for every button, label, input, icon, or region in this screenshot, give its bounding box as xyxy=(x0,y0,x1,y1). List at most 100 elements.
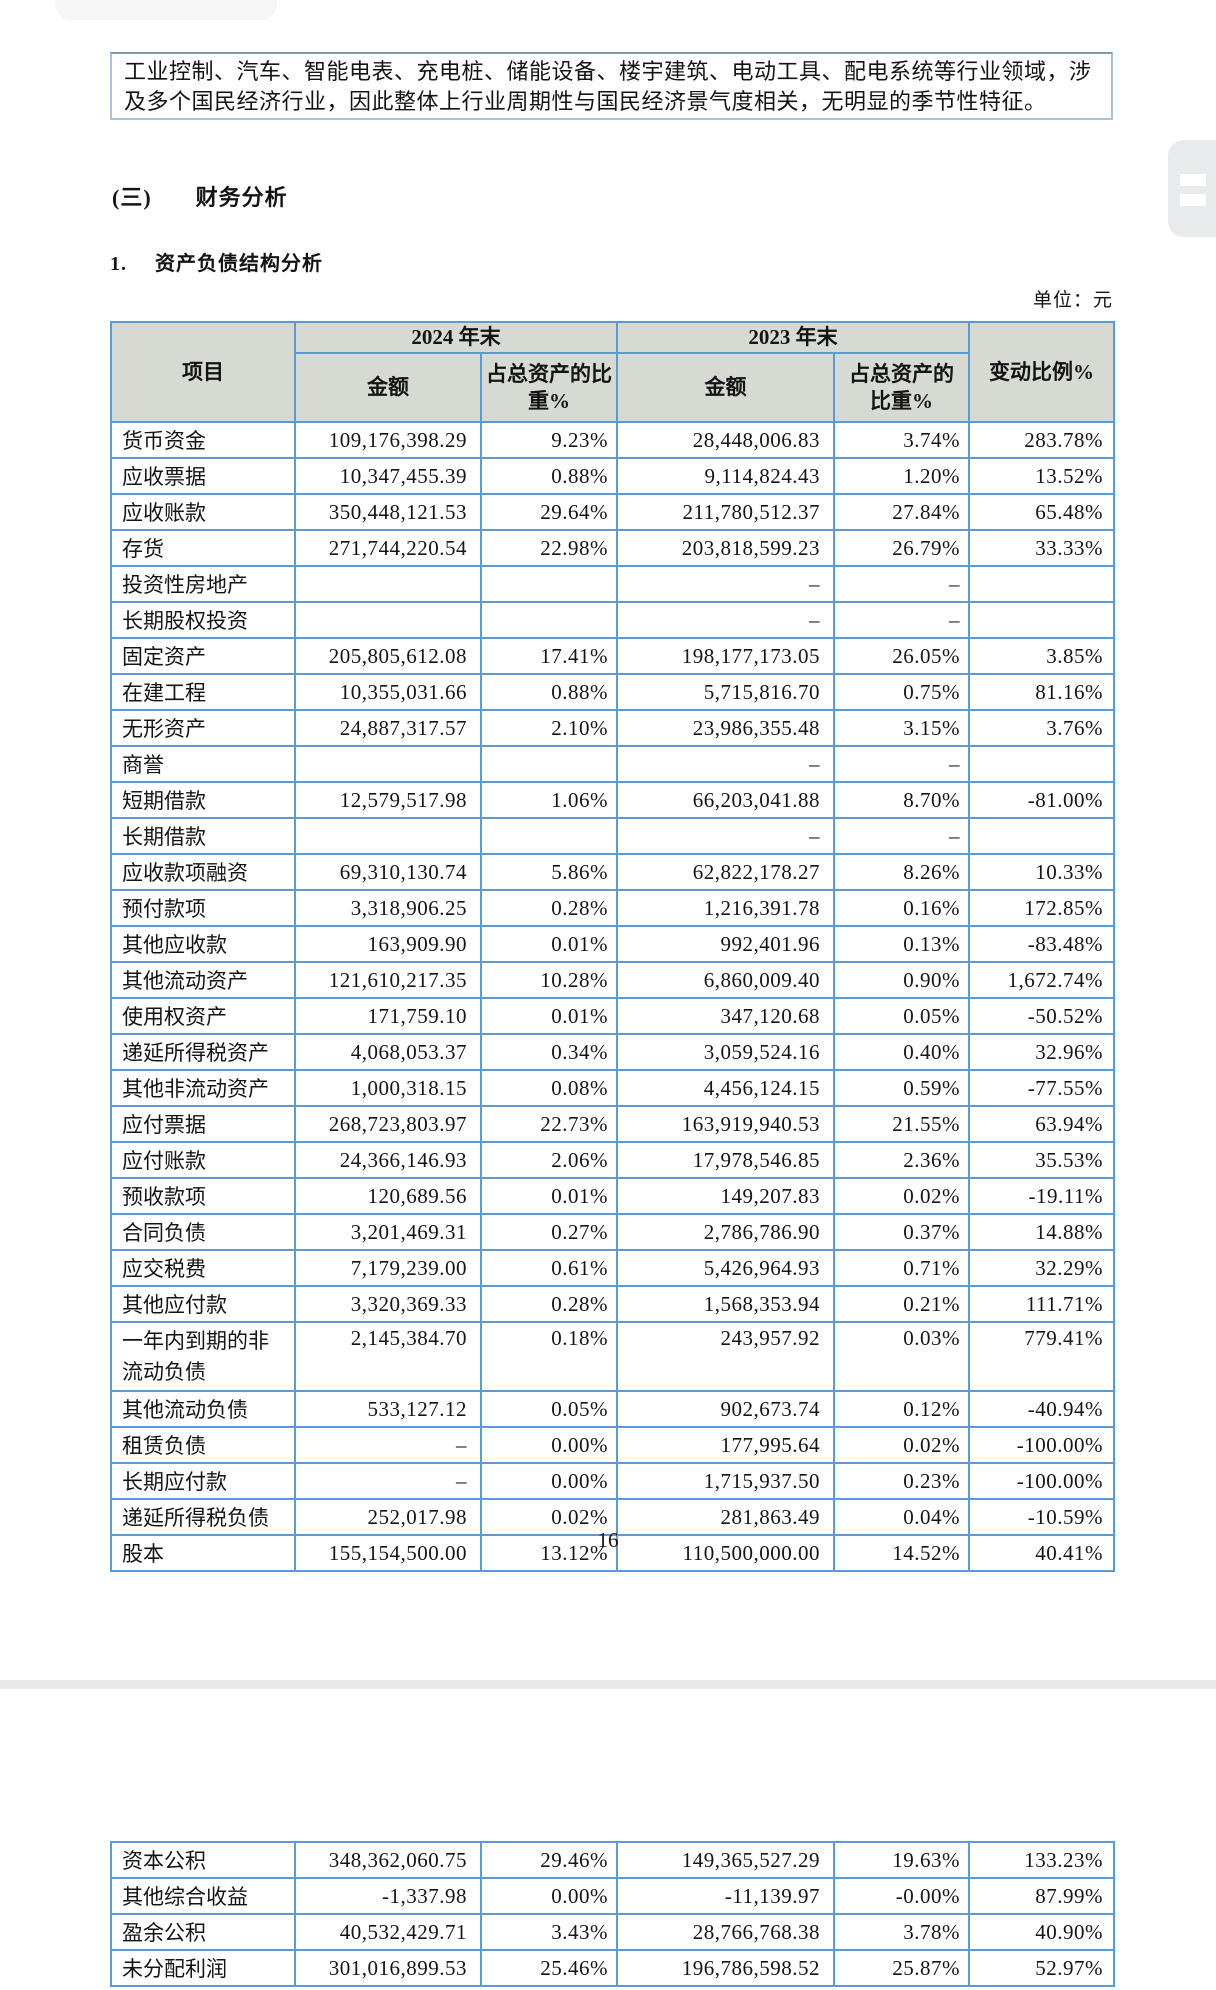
cell-change: 3.85% xyxy=(968,637,1115,675)
cell-amount-2023: 17,978,546.85 xyxy=(616,1141,835,1179)
table-row: 其他非流动资产 1,000,318.15 0.08% 4,456,124.15 … xyxy=(110,1069,1115,1107)
cell-ratio-2024: 0.88% xyxy=(480,673,618,711)
cell-change: 33.33% xyxy=(968,529,1115,567)
cell-ratio-2024 xyxy=(480,601,618,639)
cell-change xyxy=(968,565,1115,603)
unit-label: 单位：元 xyxy=(1032,290,1113,311)
row-label: 应付账款 xyxy=(110,1141,296,1179)
cell-change: -19.11% xyxy=(968,1177,1115,1215)
section-heading-number: (三) xyxy=(112,185,152,210)
cell-ratio-2023: 0.02% xyxy=(833,1426,970,1464)
cell-amount-2024: 205,805,612.08 xyxy=(294,637,482,675)
cell-ratio-2023: 19.63% xyxy=(833,1841,970,1879)
balance-sheet-body: 货币资金 109,176,398.29 9.23% 28,448,006.83 … xyxy=(110,421,1115,1572)
table-row: 其他流动负债 533,127.12 0.05% 902,673.74 0.12%… xyxy=(110,1390,1115,1428)
cell-amount-2024: 12,579,517.98 xyxy=(294,781,482,819)
cell-amount-2023: 163,919,940.53 xyxy=(616,1105,835,1143)
table-row: 短期借款 12,579,517.98 1.06% 66,203,041.88 8… xyxy=(110,781,1115,819)
cell-ratio-2023: 0.03% xyxy=(833,1321,970,1392)
table-row: 使用权资产 171,759.10 0.01% 347,120.68 0.05% … xyxy=(110,997,1115,1035)
cell-amount-2023: 5,715,816.70 xyxy=(616,673,835,711)
cell-change: 32.29% xyxy=(968,1249,1115,1287)
cell-change: 40.41% xyxy=(968,1534,1115,1572)
table-row: 应收账款 350,448,121.53 29.64% 211,780,512.3… xyxy=(110,493,1115,531)
equity-table-body: 资本公积 348,362,060.75 29.46% 149,365,527.2… xyxy=(110,1841,1115,1987)
page-number: 16 xyxy=(597,1528,619,1552)
table-row: 长期应付款 – 0.00% 1,715,937.50 0.23% -100.00… xyxy=(110,1462,1115,1500)
cell-amount-2023: 196,786,598.52 xyxy=(616,1949,835,1987)
cell-change: 35.53% xyxy=(968,1141,1115,1179)
cell-amount-2024: 10,355,031.66 xyxy=(294,673,482,711)
row-label: 长期借款 xyxy=(110,817,296,855)
cell-amount-2024: 3,201,469.31 xyxy=(294,1213,482,1251)
cell-amount-2024: 69,310,130.74 xyxy=(294,853,482,891)
row-label: 使用权资产 xyxy=(110,997,296,1035)
cell-change: 40.90% xyxy=(968,1913,1115,1951)
cell-ratio-2024: 0.05% xyxy=(480,1390,618,1428)
cell-ratio-2023: 8.70% xyxy=(833,781,970,819)
cell-ratio-2024: 0.88% xyxy=(480,457,618,495)
cell-change: 81.16% xyxy=(968,673,1115,711)
cell-change: -10.59% xyxy=(968,1498,1115,1536)
cell-ratio-2023: 0.75% xyxy=(833,673,970,711)
intro-paragraph-text: 工业控制、汽车、智能电表、充电桩、储能设备、楼宇建筑、电动工具、配电系统等行业领… xyxy=(124,59,1092,114)
cell-ratio-2023: 0.59% xyxy=(833,1069,970,1107)
cell-ratio-2023: 0.23% xyxy=(833,1462,970,1500)
cell-change: 14.88% xyxy=(968,1213,1115,1251)
cell-amount-2023: 281,863.49 xyxy=(616,1498,835,1536)
cell-ratio-2023: 0.71% xyxy=(833,1249,970,1287)
row-label: 应收票据 xyxy=(110,457,296,495)
cell-ratio-2023: 3.78% xyxy=(833,1913,970,1951)
table-row: 固定资产 205,805,612.08 17.41% 198,177,173.0… xyxy=(110,637,1115,675)
cell-change: -81.00% xyxy=(968,781,1115,819)
cell-amount-2024 xyxy=(294,565,482,603)
table-row: 应收票据 10,347,455.39 0.88% 9,114,824.43 1.… xyxy=(110,457,1115,495)
cell-amount-2023: 1,216,391.78 xyxy=(616,889,835,927)
cell-ratio-2024: 5.86% xyxy=(480,853,618,891)
row-label: 盈余公积 xyxy=(110,1913,296,1951)
cell-ratio-2024: 0.01% xyxy=(480,1177,618,1215)
cell-amount-2023: 211,780,512.37 xyxy=(616,493,835,531)
cell-amount-2023: – xyxy=(616,565,835,603)
cell-amount-2024: 348,362,060.75 xyxy=(294,1841,482,1879)
cell-amount-2024: 252,017.98 xyxy=(294,1498,482,1536)
cell-amount-2024: 40,532,429.71 xyxy=(294,1913,482,1951)
cell-amount-2023: 66,203,041.88 xyxy=(616,781,835,819)
cell-amount-2024: 7,179,239.00 xyxy=(294,1249,482,1287)
cell-amount-2023: 28,766,768.38 xyxy=(616,1913,835,1951)
cell-amount-2024: – xyxy=(294,1426,482,1464)
cell-amount-2023: 1,715,937.50 xyxy=(616,1462,835,1500)
cell-ratio-2024: 0.02% xyxy=(480,1498,618,1536)
cell-amount-2023: 28,448,006.83 xyxy=(616,421,835,459)
cell-amount-2023: 6,860,009.40 xyxy=(616,961,835,999)
cell-change: 52.97% xyxy=(968,1949,1115,1987)
row-label: 一年内到期的非流动负债 xyxy=(110,1321,296,1392)
col-header-change: 变动比例% xyxy=(968,321,1115,423)
row-label: 股本 xyxy=(110,1534,296,1572)
cell-amount-2024: 350,448,121.53 xyxy=(294,493,482,531)
cell-ratio-2023: 25.87% xyxy=(833,1949,970,1987)
balance-sheet-table: 项目 2024 年末 2023 年末 变动比例% 金额 占总资产的比重% 金额 … xyxy=(110,321,1115,1572)
row-label: 其他流动资产 xyxy=(110,961,296,999)
table-row: 其他应收款 163,909.90 0.01% 992,401.96 0.13% … xyxy=(110,925,1115,963)
cell-ratio-2023: 0.90% xyxy=(833,961,970,999)
cell-amount-2023: 23,986,355.48 xyxy=(616,709,835,747)
col-header-amount-2023: 金额 xyxy=(616,352,835,423)
cell-change: 111.71% xyxy=(968,1285,1115,1323)
cell-ratio-2023: 26.79% xyxy=(833,529,970,567)
cell-amount-2023: 149,207.83 xyxy=(616,1177,835,1215)
floating-scroll-widget[interactable] xyxy=(1168,140,1216,237)
cell-amount-2023: 4,456,124.15 xyxy=(616,1069,835,1107)
cell-amount-2024: 24,887,317.57 xyxy=(294,709,482,747)
cell-change: 10.33% xyxy=(968,853,1115,891)
cell-amount-2024: 3,320,369.33 xyxy=(294,1285,482,1323)
cell-change: 3.76% xyxy=(968,709,1115,747)
cell-ratio-2024: 13.12% xyxy=(480,1534,618,1572)
cell-change xyxy=(968,817,1115,855)
cell-ratio-2023: 0.37% xyxy=(833,1213,970,1251)
table-row: 应收款项融资 69,310,130.74 5.86% 62,822,178.27… xyxy=(110,853,1115,891)
cell-amount-2023: 149,365,527.29 xyxy=(616,1841,835,1879)
cell-amount-2023: 62,822,178.27 xyxy=(616,853,835,891)
cell-amount-2024: 171,759.10 xyxy=(294,997,482,1035)
